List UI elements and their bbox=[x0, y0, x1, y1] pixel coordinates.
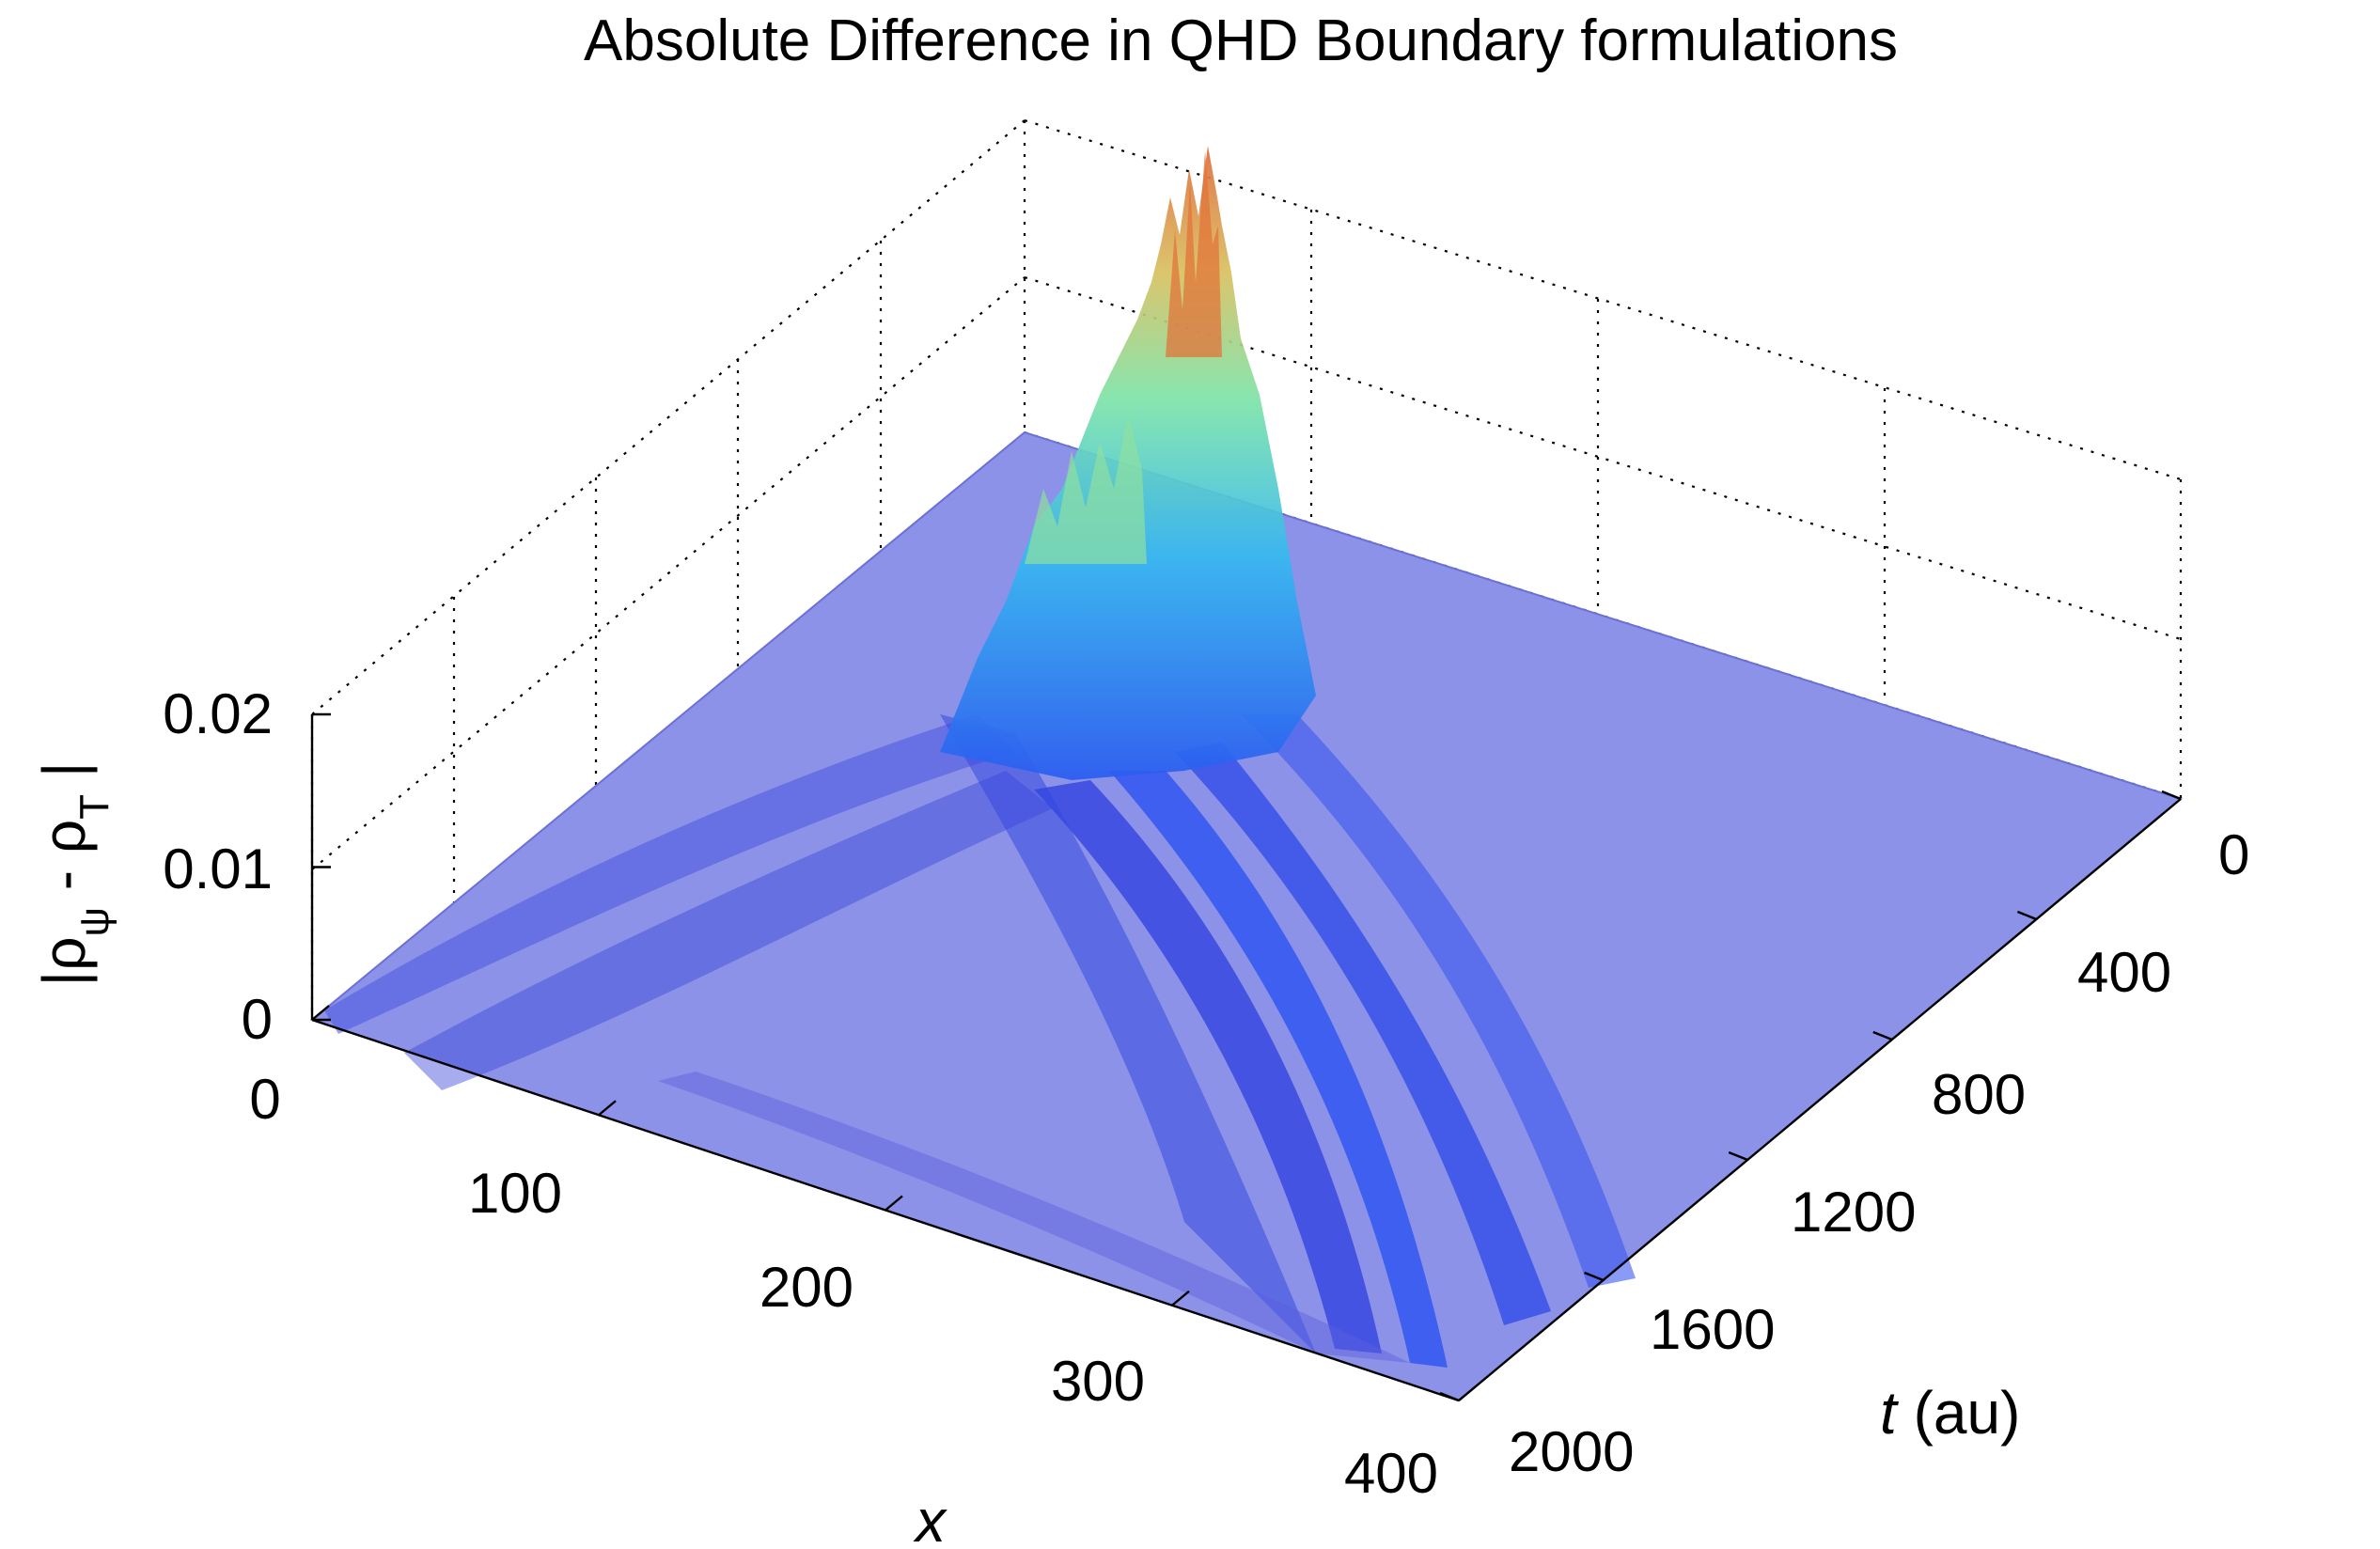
t-axis-label-italic: t bbox=[1880, 1379, 1899, 1447]
z-label-part: - ρ bbox=[30, 820, 98, 907]
ridge bbox=[1109, 771, 1448, 1368]
t-tick-mark bbox=[1872, 1030, 1893, 1041]
x-tick-mark bbox=[1458, 1385, 1477, 1401]
surface-ridges bbox=[324, 714, 1636, 1368]
x-tick-label: 0 bbox=[249, 1068, 280, 1131]
x-tick-mark bbox=[1171, 1290, 1190, 1306]
z-axis-label-group: |ρψ - ρT | bbox=[30, 762, 117, 987]
tick-marks bbox=[311, 712, 2182, 1402]
ridge bbox=[404, 771, 1053, 1090]
t-axis-label: t (au) bbox=[1880, 1379, 2020, 1447]
t-tick-label: 800 bbox=[1932, 1063, 2026, 1126]
peak-secondary bbox=[1025, 414, 1147, 564]
t-ticks: 0 400 800 1200 1600 2000 bbox=[1509, 823, 2249, 1483]
surface bbox=[309, 146, 2184, 1402]
t-axis-line bbox=[1458, 798, 2182, 1401]
ridge bbox=[940, 714, 1316, 1353]
t-tick-label: 1600 bbox=[1650, 1298, 1775, 1361]
t-tick-label: 2000 bbox=[1509, 1420, 1634, 1483]
x-tick-mark bbox=[885, 1195, 903, 1212]
t-axis-label-rest: (au) bbox=[1897, 1379, 2021, 1447]
t-tick-mark bbox=[2016, 910, 2037, 921]
t-tick-label: 400 bbox=[2077, 941, 2171, 1004]
z-tick-label: 0.02 bbox=[163, 682, 273, 745]
z-label-sub: T bbox=[71, 794, 117, 820]
z-tick-label: 0.01 bbox=[163, 837, 273, 900]
z-tick-label: 0 bbox=[242, 988, 273, 1051]
t-tick-mark bbox=[1439, 1391, 1460, 1402]
t-tick-mark bbox=[1584, 1271, 1605, 1282]
x-tick-mark bbox=[311, 1005, 330, 1021]
x-tick-label: 300 bbox=[1051, 1350, 1145, 1413]
x-tick-label: 200 bbox=[759, 1256, 853, 1319]
chart-title: Absolute Difference in QHD Boundary form… bbox=[584, 8, 1898, 73]
z-label-part: |ρ bbox=[30, 936, 98, 986]
grid-line bbox=[311, 119, 1026, 715]
t-tick-label: 1200 bbox=[1791, 1181, 1916, 1244]
z-axis-label: |ρψ - ρT | bbox=[30, 762, 117, 987]
x-tick-mark bbox=[598, 1100, 617, 1117]
peak-spikes bbox=[1166, 150, 1222, 357]
z-label-sub: ψ bbox=[71, 907, 117, 936]
ridge bbox=[1034, 780, 1382, 1353]
ridge bbox=[1175, 743, 1551, 1325]
surface-peak bbox=[940, 146, 1316, 780]
t-tick-mark bbox=[1728, 1150, 1748, 1162]
x-ticks: 0 100 200 300 400 bbox=[249, 1068, 1438, 1505]
z-label-part: | bbox=[30, 762, 98, 794]
grid-line bbox=[311, 276, 1026, 870]
x-tick-label: 400 bbox=[1344, 1442, 1438, 1505]
x-axis-label: x bbox=[913, 1487, 947, 1549]
t-tick-label: 0 bbox=[2218, 823, 2249, 886]
ridge bbox=[324, 714, 1015, 1034]
t-tick-mark bbox=[2161, 790, 2182, 801]
grid-lines bbox=[310, 118, 2183, 1020]
x-tick-label: 100 bbox=[468, 1162, 562, 1225]
z-ticks: 0 0.01 0.02 bbox=[163, 682, 273, 1051]
ridge bbox=[1241, 714, 1636, 1288]
ridge bbox=[658, 1072, 1410, 1363]
